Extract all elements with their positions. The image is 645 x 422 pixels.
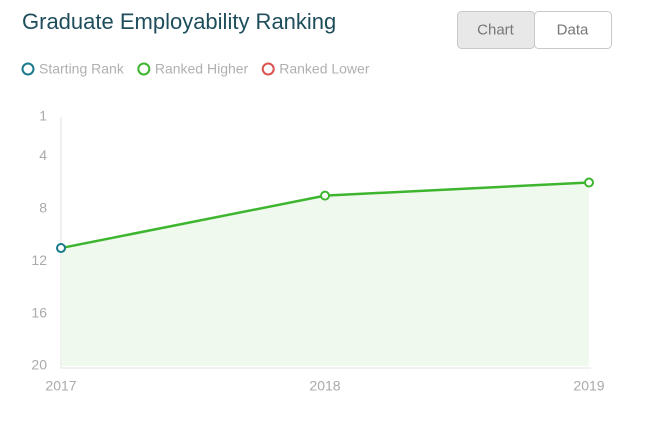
y-tick-label: 8 — [39, 199, 47, 215]
point — [320, 190, 330, 201]
toggle-label[interactable]: Data — [557, 21, 589, 38]
x-tick-label: 2017 — [45, 378, 76, 394]
legend-label: Ranked Lower — [279, 61, 370, 77]
legend-marker — [137, 62, 151, 76]
toggle-button[interactable] — [534, 11, 612, 49]
area — [61, 182, 589, 366]
legend-marker — [261, 62, 275, 76]
legend-marker — [21, 62, 35, 76]
y-tick-label: 16 — [31, 304, 47, 320]
y-tick-label: 4 — [39, 147, 47, 163]
legend-label: Ranked Higher — [155, 61, 249, 77]
y-tick-label: 20 — [31, 357, 47, 373]
legend-label: Starting Rank — [39, 61, 125, 77]
x-tick-label: 2019 — [573, 378, 604, 394]
toggle-label[interactable]: Chart — [477, 21, 515, 38]
point — [56, 243, 66, 254]
point — [584, 177, 594, 188]
x-tick-label: 2018 — [309, 378, 340, 394]
y-tick-label: 12 — [31, 252, 47, 268]
y-tick-label: 1 — [39, 108, 47, 124]
chart-title: Graduate Employability Ranking — [22, 9, 336, 34]
